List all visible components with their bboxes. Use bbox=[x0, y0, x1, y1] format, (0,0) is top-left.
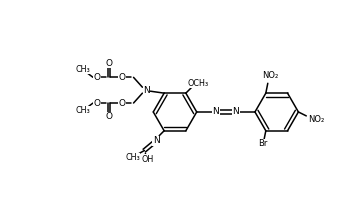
Text: N: N bbox=[213, 107, 219, 117]
Text: O: O bbox=[105, 59, 112, 68]
Text: NO₂: NO₂ bbox=[262, 71, 278, 80]
Text: O: O bbox=[118, 99, 125, 107]
Text: N: N bbox=[153, 136, 159, 145]
Text: CH₃: CH₃ bbox=[125, 153, 140, 162]
Text: N: N bbox=[143, 86, 150, 95]
Text: Br: Br bbox=[258, 139, 268, 148]
Text: O: O bbox=[94, 73, 101, 82]
Text: N: N bbox=[232, 107, 239, 117]
Text: OH: OH bbox=[141, 155, 154, 164]
Text: CH₃: CH₃ bbox=[76, 106, 90, 115]
Text: O: O bbox=[94, 99, 101, 107]
Text: NO₂: NO₂ bbox=[308, 115, 324, 124]
Text: O: O bbox=[118, 73, 125, 82]
Text: CH₃: CH₃ bbox=[76, 65, 90, 74]
Text: O: O bbox=[105, 112, 112, 121]
Text: OCH₃: OCH₃ bbox=[187, 79, 208, 88]
